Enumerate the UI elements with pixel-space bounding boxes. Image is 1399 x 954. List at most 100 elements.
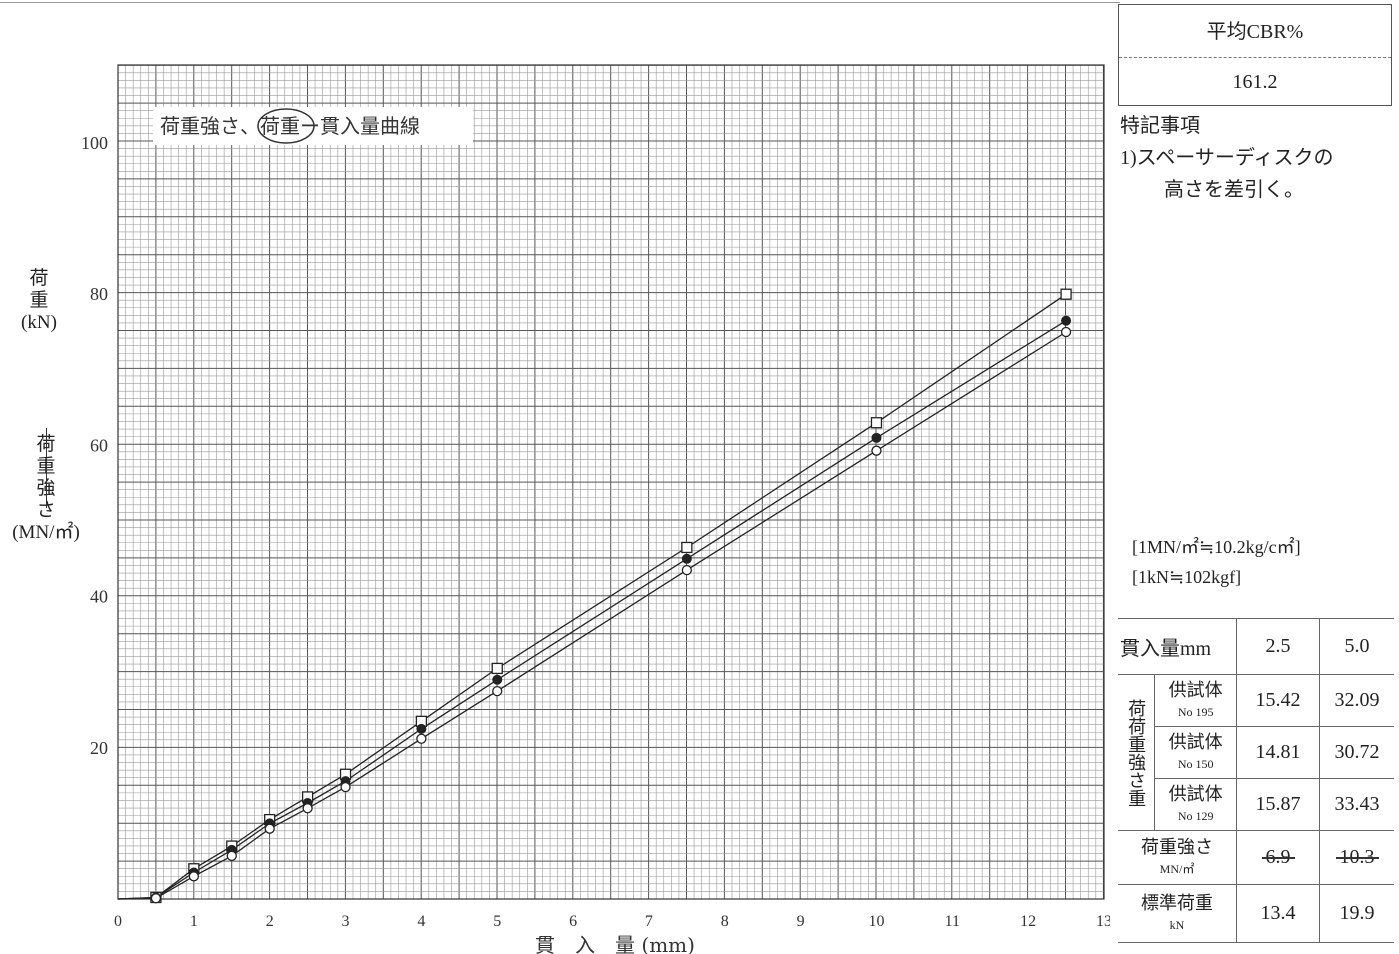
data-point-square bbox=[681, 541, 693, 554]
y-label-char: 重 bbox=[36, 456, 56, 477]
notes-line-2: 高さを差引く。 bbox=[1164, 179, 1304, 201]
standard-load-label-cell: 標準荷重 kN bbox=[1118, 884, 1237, 943]
data-point-filled-circle bbox=[416, 723, 427, 734]
y-tick-label: 100 bbox=[81, 133, 108, 153]
data-point-filled-circle bbox=[871, 432, 882, 443]
y-label-char: 荷 bbox=[29, 268, 49, 289]
y-label-unit: (MN/㎡) bbox=[12, 522, 80, 543]
strength-label-cell: 荷重強さ MN/㎡ bbox=[1118, 830, 1237, 885]
x-tick-label: 5 bbox=[493, 913, 501, 930]
specimen-label: 供試体 bbox=[1168, 731, 1223, 752]
title-circle-mark bbox=[257, 108, 315, 144]
penetration-2-5: 2.5 bbox=[1236, 618, 1320, 675]
value-cell: 13.4 bbox=[1236, 884, 1320, 943]
data-point-square bbox=[491, 662, 503, 675]
plot-frame bbox=[117, 64, 1105, 900]
y-label-strike-line bbox=[46, 428, 47, 508]
x-tick-label: 3 bbox=[342, 913, 350, 930]
value-cell: 15.87 bbox=[1236, 778, 1320, 831]
y-label-char: さ bbox=[36, 500, 56, 521]
strength-value-2-5: 6.9 bbox=[1265, 846, 1291, 868]
y-tick-label: 60 bbox=[90, 435, 108, 455]
data-point-filled-circle bbox=[681, 553, 692, 564]
standard-load-unit: kN bbox=[1169, 917, 1185, 932]
y-tick-label: 20 bbox=[90, 738, 108, 758]
unit-conversions: [1MN/㎡≒10.2kg/c㎡] [1kN≒102kgf] bbox=[1132, 532, 1301, 592]
x-tick-label: 0 bbox=[114, 913, 122, 930]
table-row: 供試体 No 129 15.87 33.43 bbox=[1118, 778, 1394, 831]
x-tick-label: 2 bbox=[266, 913, 274, 930]
specimen-number: No 150 bbox=[1177, 756, 1214, 771]
table-row: 荷荷重強さ重 供試体 No 195 15.42 32.09 bbox=[1118, 674, 1394, 831]
notes-title: 特記事項 bbox=[1120, 115, 1200, 137]
table-header-row: 貫入量mm 2.5 5.0 bbox=[1118, 618, 1394, 675]
average-cbr-header: 平均CBR% bbox=[1206, 21, 1304, 43]
table-row: 供試体 No 150 14.81 30.72 bbox=[1118, 726, 1394, 779]
results-table: 貫入量mm 2.5 5.0 荷荷重強さ重 供試体 No 195 15.42 32… bbox=[1118, 618, 1394, 943]
unit-conversion-2: [1kN≒102kgf] bbox=[1132, 567, 1242, 587]
x-tick-label: 11 bbox=[945, 913, 960, 930]
x-tick-label: 6 bbox=[569, 913, 577, 930]
value-cell: 33.43 bbox=[1319, 778, 1394, 831]
specimen-cell: 供試体 No 129 bbox=[1154, 778, 1237, 831]
value-cell: 32.09 bbox=[1319, 674, 1394, 727]
x-tick-label: 10 bbox=[868, 913, 884, 930]
y-tick-label: 40 bbox=[90, 587, 108, 607]
strength-unit: MN/㎡ bbox=[1159, 861, 1195, 876]
chart-series bbox=[117, 288, 1072, 904]
chart-grid bbox=[117, 64, 1105, 900]
value-cell: 14.81 bbox=[1236, 726, 1320, 779]
value-cell: 6.9 bbox=[1236, 830, 1320, 885]
penetration-header: 貫入量mm bbox=[1118, 618, 1237, 675]
average-cbr-value: 161.2 bbox=[1232, 71, 1278, 93]
average-cbr-box: 平均CBR% 161.2 bbox=[1118, 4, 1392, 106]
x-tick-label: 7 bbox=[645, 913, 653, 930]
specimen-number: No 195 bbox=[1177, 704, 1214, 719]
specimen-label: 供試体 bbox=[1168, 679, 1223, 700]
value-cell: 10.3 bbox=[1319, 830, 1394, 885]
x-tick-label: 9 bbox=[797, 913, 805, 930]
data-point-filled-circle bbox=[1061, 315, 1072, 326]
table-row: 荷重強さ MN/㎡ 6.9 10.3 bbox=[1118, 830, 1394, 885]
x-tick-label: 8 bbox=[721, 913, 729, 930]
data-point-open-circle bbox=[416, 733, 427, 744]
series-line bbox=[117, 320, 1067, 900]
notes-line-1: 1)スペーサーディスクの bbox=[1120, 147, 1334, 169]
x-tick-label: 4 bbox=[417, 913, 425, 930]
y-label-unit: (kN) bbox=[21, 312, 57, 333]
value-cell: 30.72 bbox=[1319, 726, 1394, 779]
x-axis-label: 貫 入 量 (mm) bbox=[535, 933, 695, 954]
load-strength-group-label: 荷荷重強さ重 bbox=[1118, 674, 1156, 831]
data-point-open-circle bbox=[871, 445, 882, 456]
data-point-square bbox=[870, 417, 883, 429]
specimen-number: No 129 bbox=[1177, 808, 1214, 823]
specimen-label: 供試体 bbox=[1168, 783, 1223, 804]
standard-load-label: 標準荷重 bbox=[1141, 892, 1213, 913]
data-point-open-circle bbox=[681, 564, 692, 576]
table-row: 標準荷重 kN 13.4 19.9 bbox=[1118, 884, 1394, 943]
data-point-open-circle bbox=[264, 823, 275, 834]
y-axis-label-strength: 荷 重 強 さ (MN/㎡) bbox=[6, 428, 86, 544]
special-notes: 特記事項 1)スペーサーディスクの 高さを差引く。 bbox=[1120, 110, 1333, 206]
x-tick-label: 12 bbox=[1020, 913, 1036, 930]
series-line bbox=[117, 293, 1067, 900]
data-point-open-circle bbox=[492, 685, 503, 697]
y-label-char: 強 bbox=[36, 478, 56, 499]
y-label-char: 荷 bbox=[36, 434, 56, 455]
specimen-cell: 供試体 No 150 bbox=[1154, 726, 1237, 779]
data-point-open-circle bbox=[150, 893, 162, 904]
x-tick-label: 1 bbox=[190, 913, 198, 930]
data-point-filled-circle bbox=[492, 674, 503, 685]
data-point-open-circle bbox=[1060, 326, 1072, 338]
data-point-open-circle bbox=[188, 871, 199, 882]
chart-title-box bbox=[153, 107, 473, 145]
penetration-5-0: 5.0 bbox=[1319, 618, 1394, 675]
series-line bbox=[117, 331, 1067, 900]
x-tick-label: 13 bbox=[1096, 913, 1110, 930]
value-cell: 15.42 bbox=[1236, 674, 1320, 727]
data-point-square bbox=[1060, 288, 1072, 300]
data-point-open-circle bbox=[302, 803, 313, 814]
y-label-char: 重 bbox=[29, 290, 49, 311]
